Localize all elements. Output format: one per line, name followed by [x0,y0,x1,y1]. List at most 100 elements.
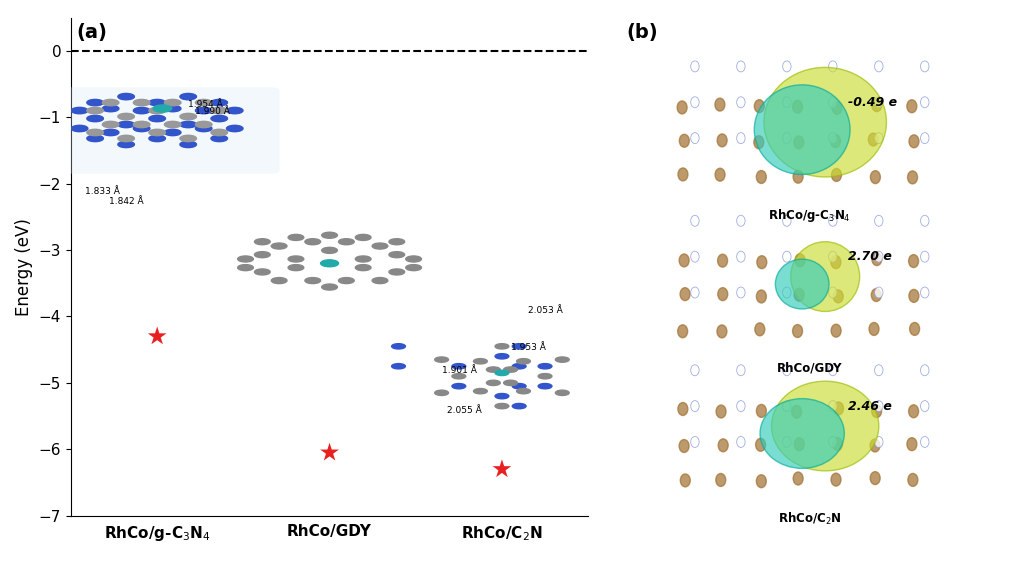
Circle shape [793,100,802,113]
Circle shape [754,100,765,113]
Circle shape [474,389,488,394]
Circle shape [272,278,287,284]
Circle shape [355,256,371,262]
Circle shape [756,475,767,488]
Circle shape [339,278,354,284]
Ellipse shape [754,85,850,175]
Circle shape [512,383,526,389]
Circle shape [372,243,387,249]
Text: RhCo/C$_2$N: RhCo/C$_2$N [778,510,842,527]
Text: 1.954 Å: 1.954 Å [189,100,223,109]
Circle shape [134,125,150,132]
Circle shape [149,115,165,122]
Circle shape [677,101,687,114]
Circle shape [909,135,919,148]
Circle shape [495,353,509,359]
Circle shape [828,287,837,298]
Circle shape [71,125,88,132]
Circle shape [495,393,509,399]
Circle shape [737,401,745,411]
Circle shape [102,100,119,106]
Circle shape [512,363,526,369]
Circle shape [435,390,448,396]
Circle shape [149,100,165,106]
Circle shape [495,343,509,349]
Circle shape [875,251,883,262]
Circle shape [389,269,405,275]
Circle shape [828,364,837,376]
Text: RhCo/GDY: RhCo/GDY [777,361,843,374]
Circle shape [921,401,929,411]
Circle shape [907,100,917,113]
Circle shape [512,343,526,349]
Circle shape [783,132,791,144]
Circle shape [756,404,767,417]
Circle shape [495,403,509,409]
Text: -0.49 e: -0.49 e [848,96,897,109]
Circle shape [255,251,270,258]
Circle shape [678,168,687,181]
Circle shape [691,97,699,108]
Circle shape [875,97,883,108]
Circle shape [179,113,197,120]
Circle shape [255,269,270,275]
Circle shape [909,289,919,302]
Circle shape [753,136,764,149]
Text: 2.053 Å: 2.053 Å [528,306,563,315]
Circle shape [487,380,500,386]
Circle shape [909,405,919,418]
Circle shape [830,255,841,268]
Circle shape [737,287,745,298]
Circle shape [516,359,530,364]
Circle shape [118,113,135,120]
Circle shape [102,121,119,128]
Circle shape [793,325,802,338]
Y-axis label: Energy (eV): Energy (eV) [15,217,33,316]
Circle shape [678,403,687,415]
Circle shape [435,357,448,362]
Circle shape [831,473,841,486]
Circle shape [691,61,699,72]
Circle shape [87,107,103,114]
Circle shape [226,107,243,114]
Text: 1.990 Å: 1.990 Å [195,107,230,116]
Circle shape [783,251,791,262]
Circle shape [875,215,883,226]
Circle shape [305,239,320,245]
Circle shape [556,390,569,396]
Circle shape [118,141,135,148]
Circle shape [305,278,320,284]
Circle shape [794,438,804,451]
Circle shape [355,265,371,271]
Circle shape [196,125,212,132]
Circle shape [828,251,837,262]
Circle shape [679,254,690,267]
Circle shape [832,438,843,451]
Text: RhCo/g-C$_3$N$_4$: RhCo/g-C$_3$N$_4$ [769,207,851,224]
Circle shape [339,239,354,245]
Circle shape [907,438,917,451]
Circle shape [718,254,728,267]
Circle shape [921,132,929,144]
Circle shape [868,133,878,146]
Circle shape [872,253,882,265]
Circle shape [372,278,387,284]
Circle shape [718,439,728,452]
Circle shape [831,169,842,182]
Circle shape [512,403,526,409]
Circle shape [909,254,919,268]
Circle shape [487,367,500,372]
Circle shape [237,256,254,262]
Circle shape [320,260,339,267]
Text: 2.46 e: 2.46 e [848,400,892,413]
Circle shape [872,98,882,112]
Circle shape [921,61,929,72]
Circle shape [87,100,103,106]
Circle shape [504,380,517,386]
Circle shape [691,364,699,376]
Circle shape [921,364,929,376]
Circle shape [828,61,837,72]
Circle shape [875,437,883,448]
Text: 1.833 Å: 1.833 Å [85,186,120,196]
Circle shape [828,215,837,226]
